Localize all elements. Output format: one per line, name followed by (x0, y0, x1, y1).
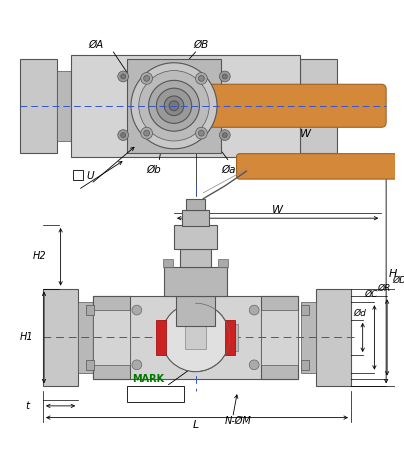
Bar (301, 305, 309, 315)
Bar (261, 310, 298, 365)
Circle shape (249, 360, 259, 370)
Bar (316, 289, 351, 386)
Circle shape (222, 74, 227, 79)
Text: L: L (192, 420, 199, 430)
Text: H: H (389, 269, 398, 279)
Bar (163, 259, 173, 267)
Circle shape (139, 71, 209, 141)
Circle shape (219, 130, 230, 140)
Text: W: W (299, 129, 311, 139)
Circle shape (121, 133, 126, 138)
Bar (301, 360, 309, 370)
Circle shape (219, 71, 230, 82)
Bar (164, 267, 227, 296)
Circle shape (118, 71, 128, 82)
Circle shape (169, 101, 179, 111)
Circle shape (164, 96, 184, 116)
Bar (225, 320, 235, 355)
Bar (127, 59, 221, 153)
Bar (159, 324, 165, 351)
Bar (43, 289, 78, 386)
Circle shape (196, 127, 207, 139)
Bar (73, 170, 83, 180)
Bar (78, 302, 93, 373)
Circle shape (222, 133, 227, 138)
Circle shape (132, 360, 142, 370)
Circle shape (118, 130, 128, 140)
Circle shape (161, 303, 230, 371)
Bar (261, 296, 298, 379)
Text: t: t (25, 401, 29, 411)
Bar (182, 210, 209, 226)
Text: ØR: ØR (377, 284, 391, 293)
Circle shape (141, 72, 152, 84)
Text: ØB: ØB (194, 40, 209, 50)
Bar (176, 296, 215, 326)
Circle shape (198, 130, 204, 136)
Circle shape (196, 72, 207, 84)
Text: N-ØM: N-ØM (225, 415, 252, 425)
Bar (93, 296, 130, 379)
Text: ØC: ØC (365, 290, 378, 299)
Text: Ød: Ød (354, 308, 366, 318)
Bar (286, 71, 300, 141)
Text: ØD: ØD (392, 276, 404, 285)
Text: Øb: Øb (147, 164, 161, 174)
Bar (86, 305, 94, 315)
Circle shape (156, 88, 191, 123)
Bar (231, 324, 238, 351)
Circle shape (141, 127, 152, 139)
Bar (218, 259, 228, 267)
Circle shape (149, 80, 200, 131)
Text: MARK: MARK (132, 375, 164, 385)
FancyBboxPatch shape (237, 154, 404, 179)
Circle shape (144, 130, 149, 136)
Bar (57, 71, 72, 141)
Circle shape (131, 63, 217, 149)
Text: U: U (86, 171, 94, 181)
Circle shape (121, 74, 126, 79)
Circle shape (400, 154, 404, 179)
Bar (186, 198, 205, 210)
Text: W: W (272, 205, 283, 215)
Circle shape (132, 305, 142, 315)
Bar (300, 59, 337, 153)
Bar (127, 386, 184, 402)
Circle shape (198, 76, 204, 82)
Bar (180, 250, 211, 267)
Bar (156, 320, 166, 355)
Text: H1: H1 (19, 333, 33, 342)
Bar (19, 59, 57, 153)
Circle shape (249, 305, 259, 315)
Text: H2: H2 (32, 251, 46, 261)
Circle shape (144, 76, 149, 82)
Text: ØA: ØA (88, 40, 103, 50)
Bar (301, 302, 316, 373)
Bar (93, 310, 130, 365)
Bar (86, 360, 94, 370)
Bar (72, 55, 300, 157)
FancyBboxPatch shape (205, 84, 386, 127)
Bar (185, 326, 206, 349)
Bar (93, 296, 298, 379)
Text: Øa: Øa (221, 164, 236, 174)
Bar (174, 225, 217, 250)
